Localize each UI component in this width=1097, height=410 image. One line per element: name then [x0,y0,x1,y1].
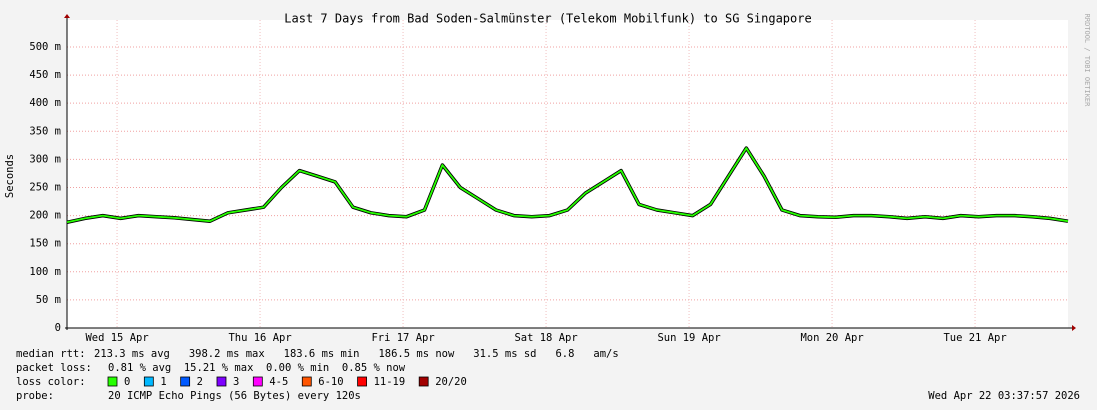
legend-label: 20/20 [435,376,467,388]
legend-swatch [143,376,154,387]
legend-label: 2 [197,376,203,388]
x-tick-label: Sun 19 Apr [657,332,720,344]
x-tick-label: Thu 16 Apr [228,332,291,344]
y-tick-label: 400 m [29,97,61,109]
y-tick-label: 500 m [29,41,61,53]
y-tick-label: 100 m [29,266,61,278]
legend-label: 1 [160,376,166,388]
legend-label: 4-5 [269,376,288,388]
x-tick-label: Fri 17 Apr [371,332,434,344]
loss-label: packet loss: [16,362,92,374]
legend-swatch [252,376,263,387]
y-tick-label: 50 m [36,294,61,306]
legend-swatch [357,376,367,387]
chart-title: Last 7 Days from Bad Soden-Salmünster (T… [284,12,811,26]
y-tick-label: 450 m [29,69,61,81]
legend-swatch [418,376,429,387]
legend-swatch [216,376,227,387]
y-tick-label: 300 m [29,153,61,165]
legend-swatch [301,376,312,387]
legend-label: 3 [233,376,239,388]
series-line [66,147,1069,224]
legend-label: 6-10 [318,376,343,388]
y-tick-label: 350 m [29,125,61,137]
y-tick-label: 200 m [29,210,61,222]
y-tick-label: 0 [55,322,61,334]
timestamp: Wed Apr 22 03:37:57 2026 [928,390,1080,402]
plot-area [67,20,1068,328]
x-tick-label: Sat 18 Apr [514,332,577,344]
legend-swatch [107,376,118,387]
y-tick-label: 150 m [29,238,61,250]
x-tick-label: Wed 15 Apr [85,332,148,344]
legend-label: 0 [124,376,130,388]
legend-swatch [180,376,191,387]
y-axis-label: Seconds [4,154,16,198]
loss-stats: 0.81 % avg 15.21 % max 0.00 % min 0.85 %… [108,362,406,374]
probe-text: 20 ICMP Echo Pings (56 Bytes) every 120s [108,390,361,402]
axis-arrow [1072,325,1076,331]
loss-legend-label: loss color: [16,376,86,388]
axis-arrow [64,14,70,18]
legend-label: 11-19 [374,376,406,388]
x-tick-label: Tue 21 Apr [943,332,1006,344]
y-tick-label: 250 m [29,181,61,193]
probe-label: probe: [16,390,54,402]
median-stats: 213.3 ms avg 398.2 ms max 183.6 ms min 1… [94,348,619,360]
watermark: RRDTOOL / TOBI OETIKER [1083,14,1091,108]
series-label: median rtt: [16,348,86,360]
x-tick-label: Mon 20 Apr [800,332,863,344]
